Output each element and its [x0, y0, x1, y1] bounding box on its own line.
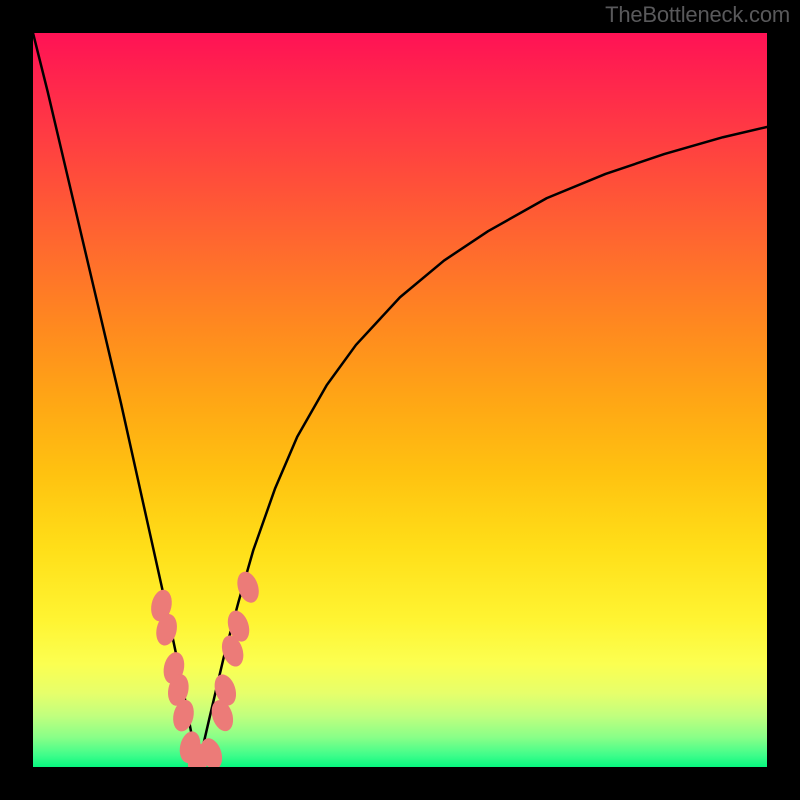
bottleneck-chart [33, 33, 767, 767]
chart-stage: TheBottleneck.com [0, 0, 800, 800]
watermark-text: TheBottleneck.com [605, 2, 790, 28]
heatmap-gradient-background [33, 33, 767, 767]
